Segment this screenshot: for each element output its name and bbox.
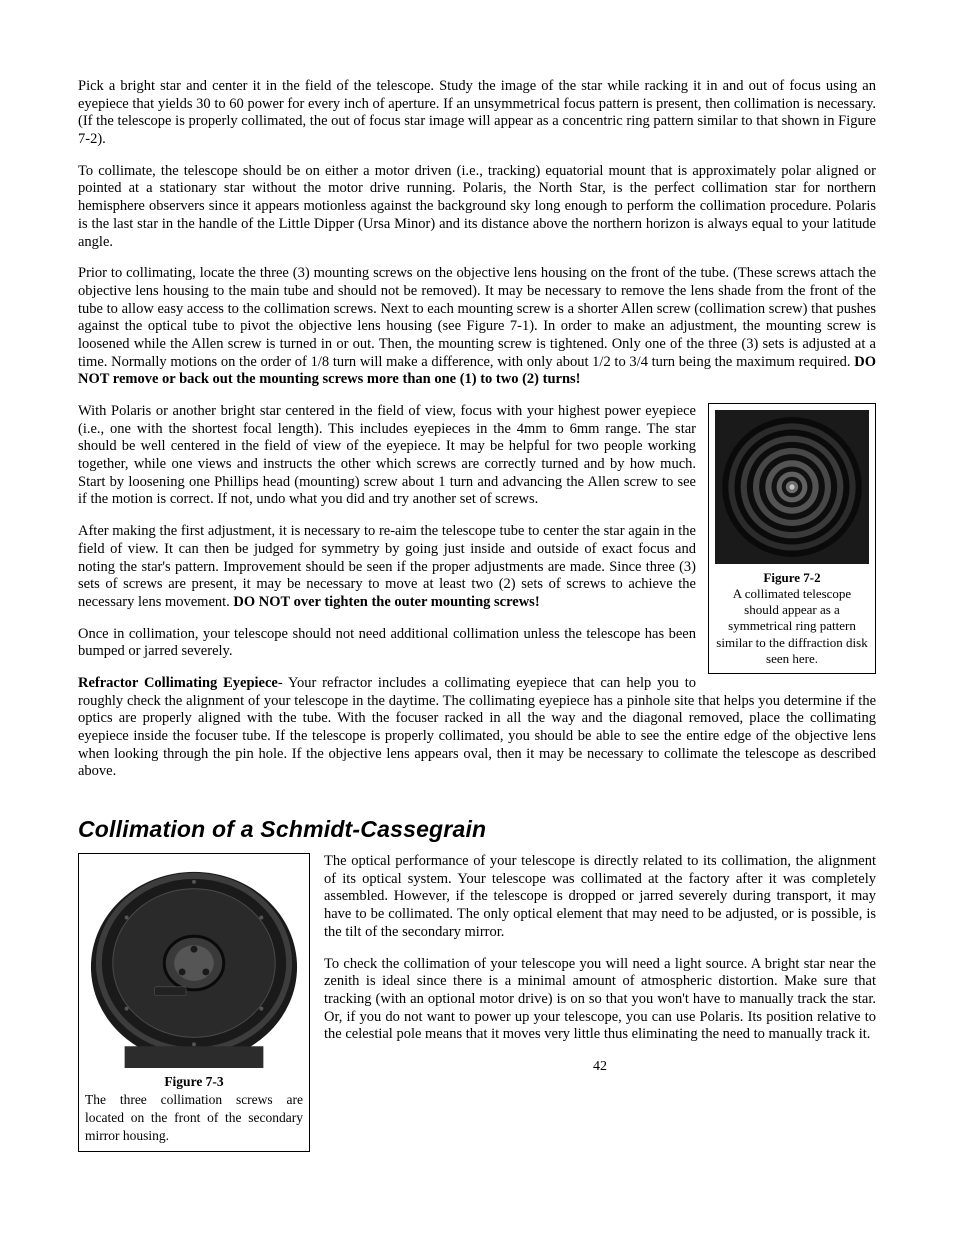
- paragraph: To collimate, the telescope should be on…: [78, 163, 876, 251]
- figure-caption: A collimated telescope should appear as …: [715, 586, 869, 667]
- paragraph: Pick a bright star and center it in the …: [78, 78, 876, 149]
- figure-title: Figure 7-2: [715, 570, 869, 586]
- diffraction-rings-icon: [715, 410, 869, 564]
- figure-caption: The three collimation screws are located…: [85, 1091, 303, 1146]
- telescope-front-icon: [85, 860, 303, 1068]
- text-bold: Refractor Collimating Eyepiece: [78, 675, 278, 691]
- figure-7-2: Figure 7-2 A collimated telescope should…: [708, 403, 876, 674]
- text-bold: DO NOT over tighten the outer mounting s…: [233, 594, 539, 610]
- figure-title: Figure 7-3: [85, 1074, 303, 1090]
- text-run: Prior to collimating, locate the three (…: [78, 265, 876, 369]
- paragraph: Refractor Collimating Eyepiece- Your ref…: [78, 675, 876, 781]
- section-heading: Collimation of a Schmidt-Cassegrain: [78, 815, 876, 843]
- paragraph: Prior to collimating, locate the three (…: [78, 265, 876, 389]
- figure-7-3: Figure 7-3 The three collimation screws …: [78, 853, 310, 1152]
